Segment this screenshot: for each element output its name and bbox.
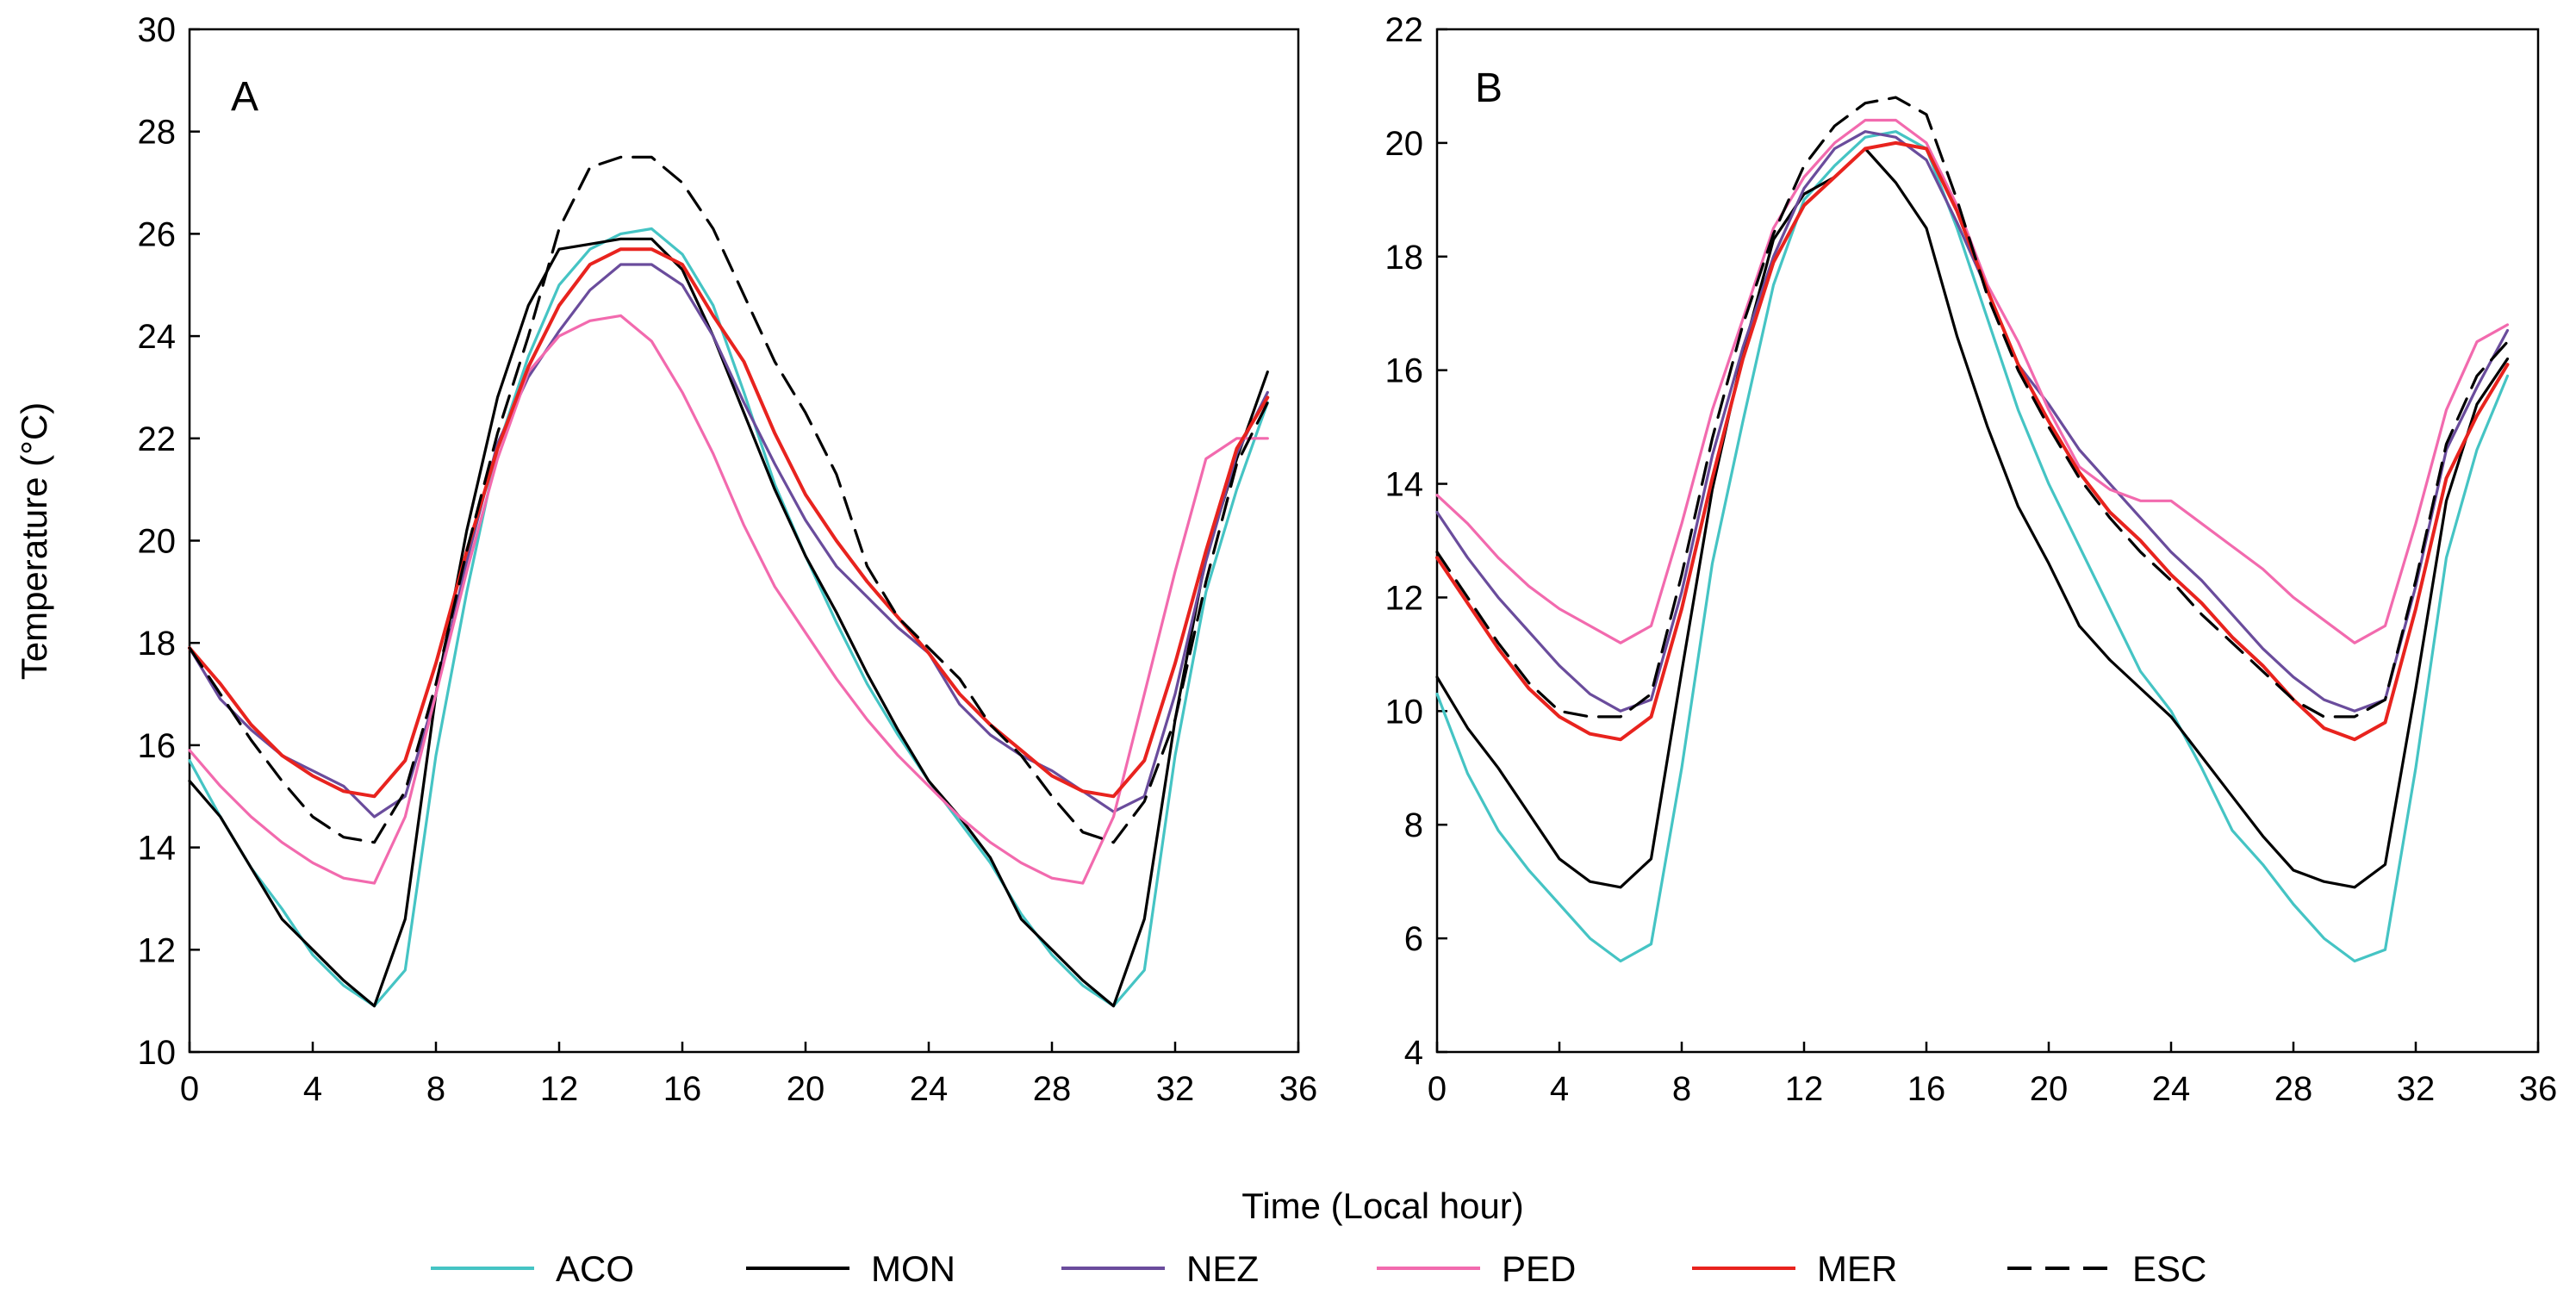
x-tick-label-a: 16 (663, 1070, 702, 1108)
y-tick-label-a: 18 (138, 625, 177, 663)
y-tick-label-b: 12 (1385, 579, 1424, 617)
x-tick-label-a: 28 (1033, 1070, 1072, 1108)
x-tick-label-a: 4 (303, 1070, 322, 1108)
y-tick-label-a: 16 (138, 727, 177, 765)
y-tick-label-a: 12 (138, 931, 177, 969)
chart-panel-a: A 0 4 8 12 16 20 24 28 32 36 10 12 14 16 18 20 22 24 26 28 3… (138, 11, 1318, 1108)
legend: ACO MON NEZ PED MER ESC (431, 1248, 2206, 1289)
series-line-aco-a (188, 227, 1269, 1008)
legend-label-mer: MER (1817, 1248, 1897, 1289)
legend-label-nez: NEZ (1186, 1248, 1259, 1289)
series-line-nez-b (1435, 130, 2510, 713)
x-tick-label-b: 24 (2152, 1070, 2191, 1108)
x-tick-label-b: 8 (1672, 1070, 1691, 1108)
y-tick-label-b: 4 (1404, 1034, 1423, 1072)
y-tick-label-a: 26 (138, 215, 177, 253)
x-tick-label-a: 32 (1156, 1070, 1195, 1108)
legend-label-esc: ESC (2132, 1248, 2206, 1289)
x-tick-label-a: 12 (540, 1070, 579, 1108)
plot-frame-a (188, 28, 1300, 1054)
y-tick-label-b: 18 (1385, 239, 1424, 277)
x-tick-label-a: 20 (787, 1070, 825, 1108)
x-tick-label-a: 0 (180, 1070, 199, 1108)
x-tick-label-b: 20 (2030, 1070, 2069, 1108)
series-line-mer-b (1435, 140, 2510, 742)
series-line-mer-a (188, 247, 1270, 799)
panel-label-a: A (231, 74, 258, 120)
x-tick-label-b: 12 (1785, 1070, 1824, 1108)
x-tick-label-a: 24 (910, 1070, 949, 1108)
y-tick-label-b: 14 (1385, 466, 1424, 504)
series-line-mon-a (188, 237, 1269, 1008)
y-tick-label-a: 10 (138, 1034, 177, 1072)
y-tick-label-b: 10 (1385, 693, 1424, 731)
series-line-nez-a (188, 263, 1269, 819)
y-tick-label-a: 28 (138, 114, 177, 152)
series-line-mon-b (1435, 146, 2510, 889)
x-tick-label-b: 36 (2519, 1070, 2558, 1108)
y-tick-label-b: 16 (1385, 352, 1424, 390)
x-tick-label-b: 0 (1428, 1070, 1447, 1108)
y-tick-label-a: 22 (138, 420, 177, 458)
y-tick-label-b: 20 (1385, 125, 1424, 163)
x-tick-label-a: 36 (1279, 1070, 1318, 1108)
x-tick-label-b: 28 (2274, 1070, 2313, 1108)
y-tick-label-b: 22 (1385, 11, 1424, 49)
x-tick-label-b: 4 (1550, 1070, 1569, 1108)
series-line-esc-b (1435, 96, 2510, 719)
legend-label-mon: MON (871, 1248, 955, 1289)
y-tick-label-a: 30 (138, 11, 177, 49)
y-tick-label-a: 14 (138, 830, 177, 868)
series-line-aco-b (1435, 130, 2510, 963)
x-axis-title: Time (Local hour) (1241, 1186, 1524, 1226)
panel-label-b: B (1475, 65, 1503, 111)
x-tick-label-b: 16 (1907, 1070, 1946, 1108)
legend-label-ped: PED (1502, 1248, 1576, 1289)
y-tick-label-b: 8 (1404, 806, 1423, 844)
y-tick-label-a: 20 (138, 523, 177, 561)
series-line-ped-a (188, 314, 1269, 885)
x-tick-label-a: 8 (426, 1070, 445, 1108)
series-line-esc-a (188, 155, 1269, 844)
y-tick-label-a: 24 (138, 318, 177, 356)
y-axis-title: Temperature (°C) (14, 402, 54, 681)
legend-label-aco: ACO (556, 1248, 634, 1289)
plot-frame-b (1435, 28, 2540, 1054)
y-tick-label-b: 6 (1404, 920, 1423, 958)
x-tick-label-b: 32 (2397, 1070, 2436, 1108)
